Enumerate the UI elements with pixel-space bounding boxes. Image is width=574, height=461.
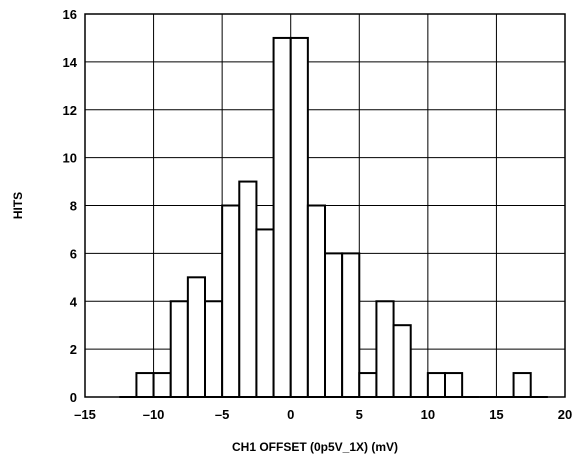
histogram-bar	[272, 36, 292, 398]
histogram-bars	[119, 36, 548, 398]
histogram-bar	[289, 36, 309, 398]
y-tick-label: 6	[70, 246, 77, 261]
x-tick-label: 5	[356, 407, 363, 422]
x-axis-title: CH1 OFFSET (0p5V_1X) (mV)	[232, 440, 398, 454]
y-tick-label: 0	[70, 390, 77, 405]
histogram-bar	[135, 372, 155, 398]
x-tick-label: 10	[421, 407, 435, 422]
histogram-bar	[221, 204, 241, 398]
x-tick-label: –10	[143, 407, 165, 422]
histogram-bar	[358, 372, 378, 398]
histogram-bar	[204, 300, 224, 398]
histogram-bar	[444, 372, 464, 398]
x-tick-label: –5	[215, 407, 229, 422]
histogram-bar	[186, 276, 207, 398]
histogram-bar	[255, 228, 275, 398]
x-axis-tick-labels: –15 –10 –5 0 5 10 15 20	[74, 407, 572, 422]
histogram-bar	[426, 372, 447, 398]
histogram-bar	[306, 204, 327, 398]
x-tick-label: –15	[74, 407, 96, 422]
histogram-bar	[324, 252, 344, 398]
y-tick-label: 12	[63, 103, 77, 118]
y-tick-label: 14	[63, 55, 78, 70]
x-tick-label: 0	[287, 407, 294, 422]
plot-frame	[84, 13, 566, 398]
histogram-bar	[238, 180, 258, 398]
histogram-bar	[169, 300, 189, 398]
histogram-bar	[392, 324, 412, 398]
y-axis-tick-labels: 0 2 4 6 8 10 12 14 16	[63, 7, 78, 405]
histogram-bar	[341, 252, 361, 398]
y-axis-title: HITS	[11, 192, 25, 219]
histogram-bar	[375, 300, 395, 398]
y-tick-label: 2	[70, 342, 77, 357]
x-tick-label: 15	[489, 407, 503, 422]
x-tick-label: 20	[558, 407, 572, 422]
histogram-bar	[152, 372, 172, 398]
histogram-bar	[512, 372, 532, 398]
y-tick-label: 8	[70, 199, 77, 214]
y-tick-label: 4	[70, 294, 78, 309]
y-tick-label: 10	[63, 151, 77, 166]
y-tick-label: 16	[63, 7, 77, 22]
